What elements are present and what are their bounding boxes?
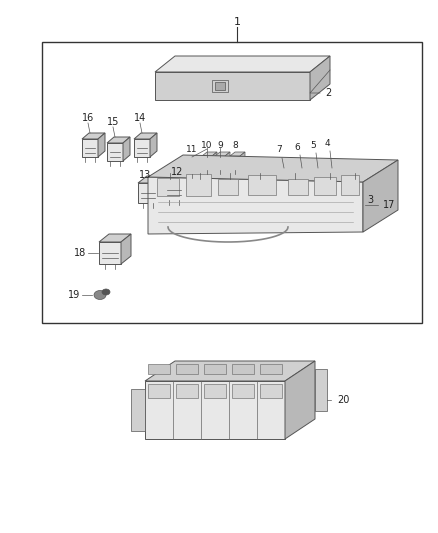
Text: 5: 5 [310, 141, 316, 149]
Text: 19: 19 [68, 290, 80, 300]
Polygon shape [197, 156, 202, 174]
Polygon shape [148, 155, 398, 182]
Polygon shape [99, 242, 121, 264]
Polygon shape [296, 165, 308, 168]
Polygon shape [202, 156, 212, 170]
Bar [218, 179, 238, 195]
Polygon shape [230, 156, 240, 170]
Polygon shape [145, 381, 285, 439]
Polygon shape [359, 190, 363, 207]
Polygon shape [187, 156, 202, 160]
Polygon shape [145, 361, 315, 381]
Polygon shape [134, 133, 157, 139]
Polygon shape [296, 168, 304, 184]
Polygon shape [107, 143, 123, 161]
Text: 8: 8 [232, 141, 238, 149]
Polygon shape [225, 152, 230, 170]
Polygon shape [334, 165, 338, 184]
Polygon shape [123, 137, 130, 161]
Bar [212, 80, 228, 92]
Bar [204, 364, 226, 374]
Bar [157, 178, 179, 196]
Bar [260, 364, 282, 374]
Polygon shape [187, 160, 197, 174]
Text: 14: 14 [134, 113, 146, 123]
Polygon shape [155, 72, 310, 100]
Polygon shape [215, 152, 230, 156]
Bar [232, 384, 254, 398]
Polygon shape [98, 133, 105, 157]
Polygon shape [312, 168, 320, 184]
Polygon shape [304, 165, 308, 184]
Bar [148, 364, 170, 374]
Bar [42, 42, 422, 323]
Bar [148, 384, 170, 398]
Polygon shape [278, 165, 290, 168]
Text: 2: 2 [325, 88, 331, 98]
Ellipse shape [94, 290, 106, 300]
Text: 9: 9 [217, 141, 223, 149]
Text: 20: 20 [337, 395, 349, 405]
Polygon shape [240, 152, 245, 170]
Bar [176, 384, 198, 398]
Polygon shape [138, 183, 158, 203]
Polygon shape [310, 56, 330, 100]
Text: 12: 12 [171, 167, 183, 177]
Polygon shape [230, 152, 245, 156]
Polygon shape [326, 165, 338, 168]
Polygon shape [351, 190, 363, 193]
Bar [248, 175, 276, 195]
Ellipse shape [102, 289, 110, 295]
Polygon shape [99, 234, 131, 242]
Polygon shape [82, 133, 105, 139]
Text: 16: 16 [82, 113, 94, 123]
Bar [186, 174, 211, 196]
Text: 7: 7 [276, 146, 282, 155]
Text: 13: 13 [139, 170, 151, 180]
Text: 17: 17 [383, 200, 395, 210]
Text: 18: 18 [74, 248, 86, 258]
Polygon shape [202, 152, 217, 156]
Polygon shape [312, 165, 324, 168]
Bar [341, 175, 359, 195]
Polygon shape [184, 173, 193, 200]
Polygon shape [351, 193, 359, 207]
Polygon shape [150, 133, 157, 157]
Text: 6: 6 [294, 142, 300, 151]
Polygon shape [212, 152, 217, 170]
Polygon shape [148, 177, 363, 234]
Polygon shape [138, 176, 167, 183]
Polygon shape [131, 389, 145, 431]
Bar [260, 384, 282, 398]
Text: 1: 1 [233, 17, 240, 27]
Polygon shape [315, 369, 327, 411]
Text: 10: 10 [201, 141, 213, 149]
Bar [204, 384, 226, 398]
Text: 4: 4 [324, 139, 330, 148]
Bar [215, 82, 225, 90]
Polygon shape [121, 234, 131, 264]
Polygon shape [158, 176, 167, 203]
Bar [288, 179, 308, 195]
Polygon shape [285, 361, 315, 439]
Polygon shape [164, 180, 184, 200]
Polygon shape [286, 165, 290, 184]
Text: 11: 11 [186, 144, 198, 154]
Bar [232, 364, 254, 374]
Polygon shape [215, 156, 225, 170]
Polygon shape [320, 165, 324, 184]
Polygon shape [107, 137, 130, 143]
Polygon shape [155, 56, 330, 72]
Bar [314, 177, 336, 195]
Polygon shape [278, 168, 286, 184]
Text: 15: 15 [107, 117, 119, 127]
Text: 3: 3 [367, 195, 373, 205]
Polygon shape [164, 173, 193, 180]
Polygon shape [363, 160, 398, 232]
Polygon shape [326, 168, 334, 184]
Polygon shape [134, 139, 150, 157]
Bar [176, 364, 198, 374]
Polygon shape [82, 139, 98, 157]
